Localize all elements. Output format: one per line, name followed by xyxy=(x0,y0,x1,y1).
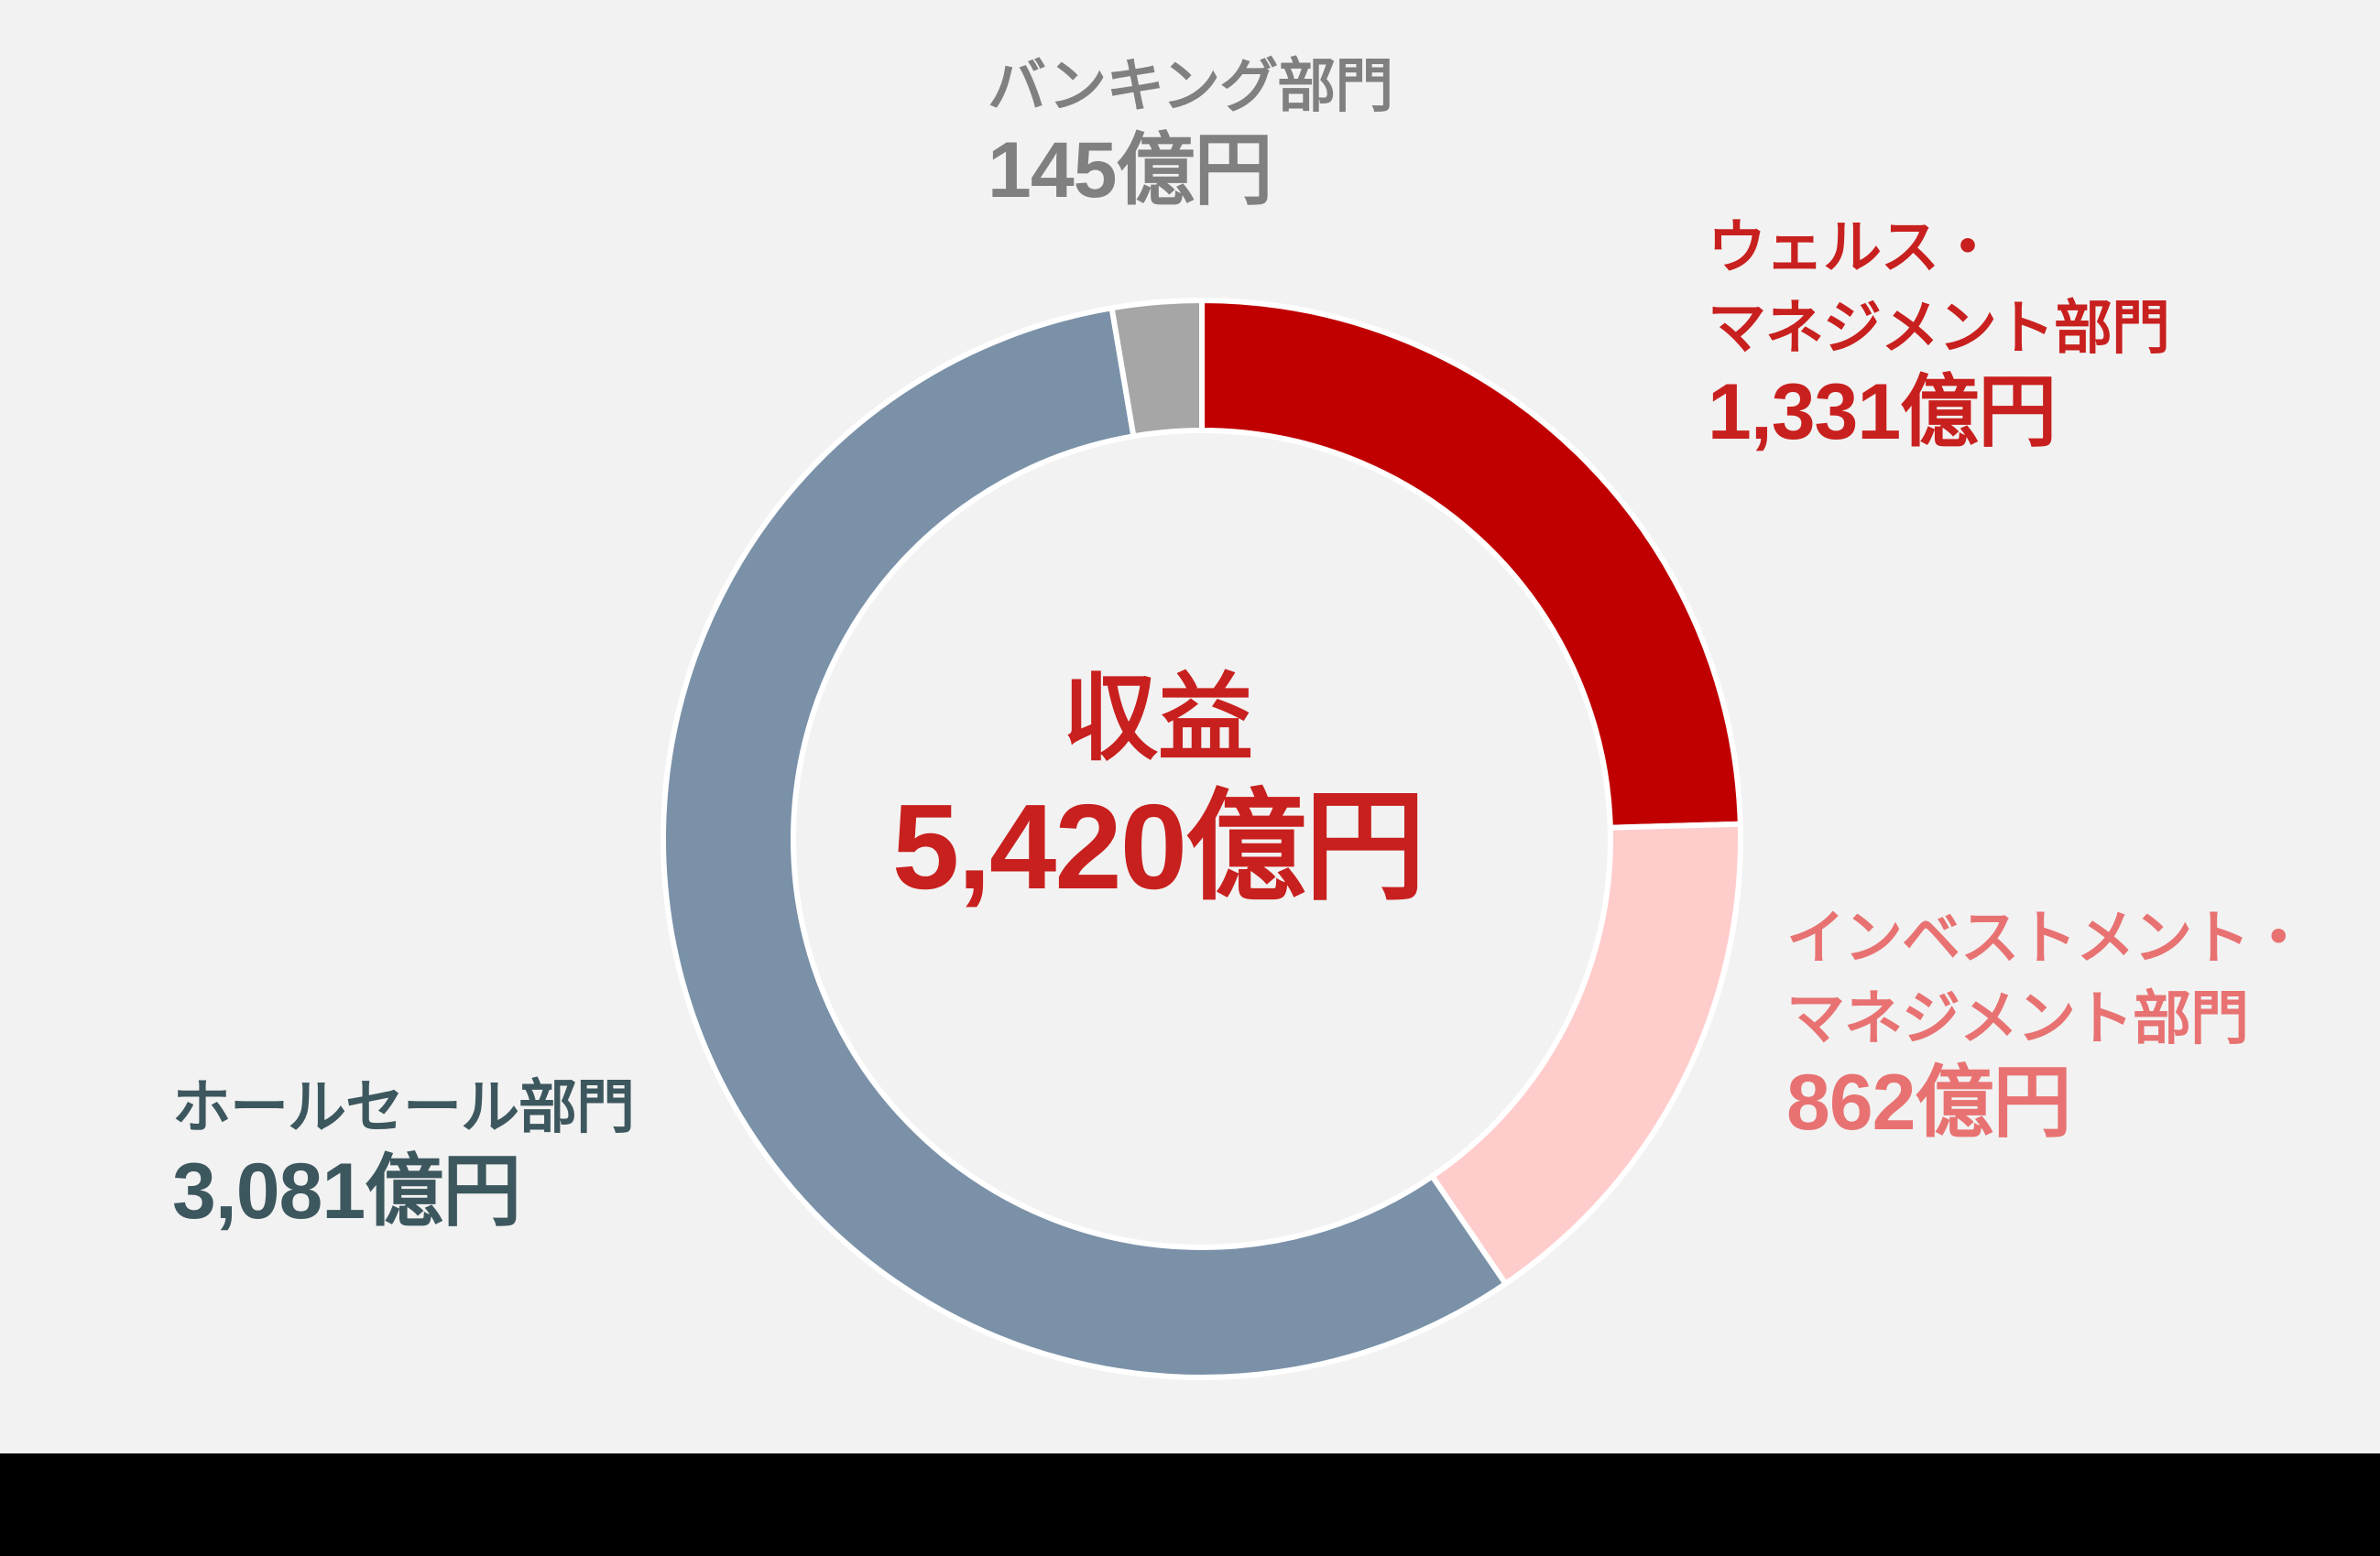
center-total-value: 5,420億円 xyxy=(891,779,1425,914)
center-title: 収益 xyxy=(1062,666,1253,772)
label-banking-value: 145億円 xyxy=(988,126,1273,214)
label-investment-value: 862億円 xyxy=(1786,1059,2072,1147)
slice-wealth-management xyxy=(1199,298,1743,831)
chart-canvas: バンキング部門 145億円 ウェルス・ マネジメント部門 1,331億円 インベ… xyxy=(0,0,2380,1453)
slice-investment-management xyxy=(1429,821,1743,1287)
label-investment-name-line2: マネジメント部門 xyxy=(1786,985,2249,1051)
label-investment-name-line1: インベストメント・ xyxy=(1786,905,2308,971)
label-wealth-name-line2: マネジメント部門 xyxy=(1708,295,2170,361)
slice-wholesale xyxy=(661,305,1509,1380)
label-investment-management: インベストメント・ マネジメント部門 862億円 xyxy=(1786,898,2308,1147)
slice-banking xyxy=(1108,298,1205,440)
label-wealth-management: ウェルス・ マネジメント部門 1,331億円 xyxy=(1708,207,2170,456)
label-wholesale-name: ホールセール部門 xyxy=(172,1074,635,1140)
label-wholesale: ホールセール部門 3,081億円 xyxy=(172,1067,635,1235)
center-total-label: 収益 5,420億円 xyxy=(883,659,1433,916)
label-wealth-value: 1,331億円 xyxy=(1708,368,2057,456)
label-banking: バンキング部門 145億円 xyxy=(988,46,1393,214)
label-wholesale-value: 3,081億円 xyxy=(172,1148,521,1235)
label-banking-name: バンキング部門 xyxy=(988,53,1393,119)
bottom-black-bar xyxy=(0,1453,2380,1556)
label-wealth-name-line1: ウェルス・ xyxy=(1708,214,1997,280)
donut-chart xyxy=(661,298,1743,1380)
